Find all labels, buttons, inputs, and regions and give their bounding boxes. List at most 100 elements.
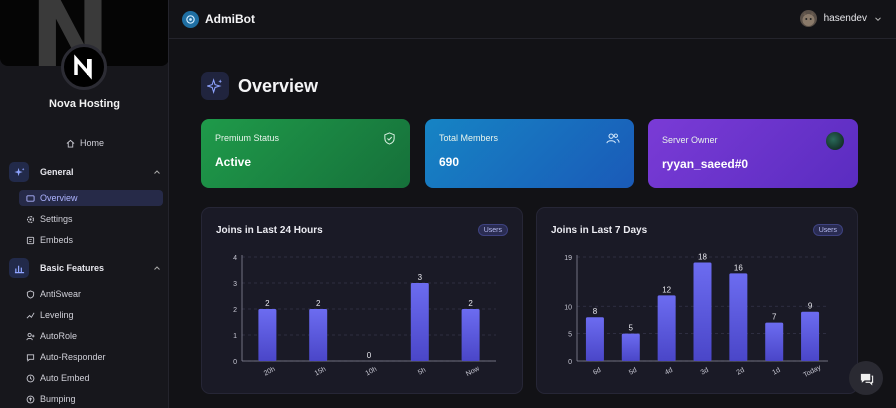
y-tick-label: 5: [568, 332, 572, 339]
chart-title: Joins in Last 24 Hours: [216, 225, 323, 236]
x-tick-label: Today: [802, 364, 822, 379]
x-tick-label: 1d: [771, 367, 781, 377]
x-tick-label: Now: [465, 365, 481, 378]
x-tick-label: 5d: [628, 367, 638, 377]
bar: [585, 317, 604, 361]
embed-icon: [26, 236, 35, 244]
bar: [765, 322, 784, 361]
data-label: 5: [629, 324, 634, 333]
nav-autorole[interactable]: AutoRole: [26, 331, 77, 341]
nav-auto-responder-label: Auto-Responder: [40, 352, 106, 362]
y-tick-label: 4: [233, 255, 237, 262]
users-badge: Users: [477, 224, 508, 236]
nav-auto-embed-label: Auto Embed: [40, 373, 90, 383]
shield-icon: [26, 289, 35, 299]
top-bar: AdmiBot hasendev: [169, 0, 896, 39]
server-owner-card: Server Owner ryyan_saeed#0: [648, 119, 858, 188]
server-logo: [61, 44, 107, 90]
user-plus-icon: [26, 332, 35, 340]
y-tick-label: 3: [233, 281, 237, 288]
data-label: 7: [772, 313, 777, 322]
bar: [729, 273, 748, 361]
shield-check-icon: [384, 132, 395, 145]
user-avatar: [799, 10, 817, 27]
data-label: 18: [698, 252, 707, 261]
x-tick-label: 5h: [417, 367, 427, 377]
bar: [410, 283, 429, 361]
trend-icon: [26, 312, 35, 319]
nav-antiswear-label: AntiSwear: [40, 289, 82, 299]
premium-status-card: Premium Status Active: [201, 119, 410, 188]
section-general-title: General: [40, 167, 74, 177]
y-tick-label: 19: [564, 255, 572, 262]
data-label: 3: [418, 273, 423, 282]
gear-icon: [26, 215, 35, 223]
data-label: 12: [662, 285, 671, 294]
sparkles-icon: [9, 162, 29, 182]
chevron-down-icon: [875, 16, 881, 21]
section-basic-features[interactable]: Basic Features: [9, 258, 161, 278]
y-tick-label: 0: [568, 359, 572, 366]
bar: [693, 262, 712, 361]
chevron-up-icon: [154, 170, 160, 174]
nav-autorole-label: AutoRole: [40, 331, 78, 341]
chat-button[interactable]: [849, 361, 883, 395]
chart-panel-24h: Joins in Last 24 Hours Users 0 1 2 3 4 2 20h 2 1…: [201, 207, 523, 394]
main-content: Overview Premium Status Active Total Mem…: [169, 40, 896, 408]
bar: [461, 309, 480, 361]
data-label: 0: [367, 351, 372, 360]
sidebar: N Nova Hosting Home General Overview Set…: [0, 0, 169, 408]
page-title: Overview: [238, 76, 319, 96]
data-label: 2: [265, 299, 270, 308]
nav-overview-label: Overview: [40, 193, 78, 203]
bar: [801, 311, 820, 361]
card-value: 690: [439, 155, 460, 169]
bar: [657, 295, 676, 361]
bump-icon: [26, 395, 35, 403]
nav-home-label: Home: [80, 138, 105, 148]
nav-leveling[interactable]: Leveling: [26, 310, 74, 320]
nav-home[interactable]: Home: [66, 138, 104, 148]
data-label: 16: [734, 263, 743, 272]
sparkles-icon: [201, 72, 229, 100]
home-icon: [66, 139, 75, 148]
total-members-card: Total Members 690: [425, 119, 634, 188]
bot-logo-icon: [182, 11, 199, 28]
user-menu[interactable]: hasendev: [799, 10, 882, 27]
chart-panel-7d: Joins in Last 7 Days Users 0 5 10 19 8 6d 5 5d 1…: [536, 207, 858, 394]
x-tick-label: 10h: [364, 366, 378, 378]
message-icon: [26, 353, 35, 362]
card-label: Total Members: [439, 133, 499, 143]
active-nav-highlight: [19, 190, 163, 206]
brand-name[interactable]: AdmiBot: [205, 12, 255, 26]
y-tick-label: 1: [233, 333, 237, 340]
bar: [258, 309, 277, 361]
nav-overview[interactable]: Overview: [26, 193, 78, 203]
x-tick-label: 15h: [314, 366, 328, 378]
x-tick-label: 2d: [736, 367, 746, 377]
users-icon: [606, 133, 620, 144]
chat-icon: [860, 373, 873, 385]
x-tick-label: 6d: [592, 367, 602, 377]
section-general[interactable]: General: [9, 162, 161, 182]
nav-antiswear[interactable]: AntiSwear: [26, 289, 81, 299]
users-badge: Users: [812, 224, 843, 236]
bar-chart-icon: [9, 258, 29, 278]
clock-icon: [26, 374, 35, 382]
nav-leveling-label: Leveling: [40, 310, 74, 320]
y-tick-label: 0: [233, 359, 237, 366]
nav-bumping[interactable]: Bumping: [26, 394, 76, 404]
owner-avatar: [826, 132, 844, 150]
chart-title: Joins in Last 7 Days: [551, 225, 648, 236]
nav-settings[interactable]: Settings: [26, 214, 73, 224]
nav-settings-label: Settings: [40, 214, 73, 224]
nav-auto-responder[interactable]: Auto-Responder: [26, 352, 106, 362]
nav-auto-embed[interactable]: Auto Embed: [26, 373, 90, 383]
x-tick-label: 3d: [700, 367, 710, 377]
chevron-up-icon: [154, 266, 160, 270]
bar: [621, 333, 640, 361]
nav-embeds[interactable]: Embeds: [26, 235, 73, 245]
data-label: 9: [808, 302, 813, 311]
overview-icon: [26, 194, 35, 202]
y-tick-label: 2: [233, 307, 237, 314]
